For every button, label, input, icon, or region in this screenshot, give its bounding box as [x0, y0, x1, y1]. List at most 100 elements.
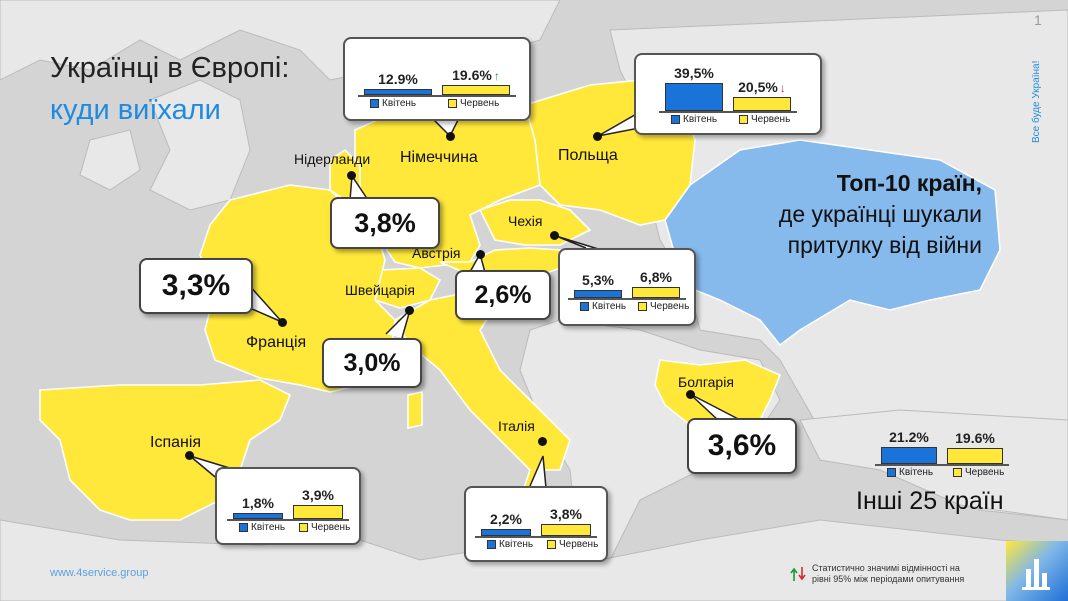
value-germany-april: 12.9% — [378, 71, 418, 87]
legend-swatch-april — [487, 540, 496, 549]
label-germany: Німеччина — [400, 149, 478, 166]
legend-label-april: Квітень — [251, 522, 286, 533]
legend-swatch-april — [671, 115, 680, 124]
bar-germany-june — [442, 85, 510, 95]
bar-spain-april — [233, 513, 283, 519]
legend-swatch-june — [638, 302, 647, 311]
label-czechia: Чехія — [508, 213, 543, 229]
bar-czechia-april — [574, 290, 622, 298]
shape-sardinia — [407, 391, 423, 429]
callout-austria: 2,6% — [455, 270, 551, 320]
page-title: Українці в Європі: — [50, 52, 290, 84]
dot-austria — [476, 250, 485, 259]
legend-label-june: Червень — [965, 467, 1005, 478]
legend-swatch-june — [953, 468, 962, 477]
chart-baseline — [227, 519, 349, 521]
callout-netherlands: 3,8% — [330, 197, 440, 249]
brand-logo — [1006, 541, 1068, 601]
legend-label-april: Квітень — [899, 467, 934, 478]
label-france: Франція — [246, 334, 307, 351]
legend-label-april: Квітень — [683, 114, 718, 125]
callout-france: 3,3% — [139, 258, 253, 314]
dot-france — [278, 318, 287, 327]
legend-june: Червень — [448, 98, 499, 109]
bar-others-june — [947, 448, 1003, 464]
legend-june: Червень — [547, 539, 598, 550]
ukraine-shape — [664, 139, 1001, 347]
bar-others-april — [881, 447, 937, 464]
legend-april: Квітень — [887, 467, 933, 478]
legend-june: Червень — [299, 522, 350, 533]
legend-swatch-april — [580, 302, 589, 311]
value-spain-june: 3,9% — [302, 487, 334, 503]
footer-url[interactable]: www.4service.group — [50, 567, 149, 579]
top10-heading: Топ-10 країн, де українці шукали притулк… — [779, 168, 982, 261]
dot-netherlands — [347, 171, 356, 180]
chart-baseline — [659, 111, 797, 113]
top10-line3: притулку від війни — [787, 232, 982, 258]
value-poland-june: 20,5% ↓ — [738, 79, 786, 95]
legend-label-june: Червень — [751, 114, 791, 125]
value-czechia-june: 6,8% — [640, 269, 672, 285]
legend-swatch-april — [887, 468, 896, 477]
land-ireland — [79, 129, 141, 191]
dot-switzerland — [405, 306, 414, 315]
chart-baseline — [358, 95, 516, 97]
chart-baseline — [875, 464, 1009, 466]
significance-note: Статистично значимі відмінності на рівні… — [812, 563, 964, 585]
bar-spain-june — [293, 505, 343, 519]
callout-bulgaria: 3,6% — [687, 418, 797, 474]
legend-label-june: Червень — [460, 98, 500, 109]
top10-line2: де українці шукали — [778, 201, 982, 227]
bar-italy-june — [541, 524, 591, 536]
callout-switzerland: 3,0% — [322, 338, 422, 388]
legend-april: Квітень — [671, 114, 717, 125]
label-italy: Італія — [498, 418, 535, 434]
bar-italy-april — [481, 529, 531, 536]
chart-baseline — [475, 536, 597, 538]
label-bulgaria: Болгарія — [678, 374, 734, 390]
logo-bars-icon — [1022, 559, 1050, 590]
legend-swatch-april — [239, 523, 248, 532]
legend-label-april: Квітень — [592, 301, 627, 312]
dot-poland — [593, 132, 602, 141]
value-poland-april: 39,5% — [674, 65, 714, 81]
dot-germany — [446, 132, 455, 141]
arrow-up-icon: ↑ — [493, 69, 500, 83]
label-netherlands: Нідерланди — [294, 151, 371, 167]
legend-june: Червень — [953, 467, 1004, 478]
pointer-italy — [529, 455, 547, 489]
chart-czechia: 5,3% Квітень 6,8% Червень — [558, 248, 696, 326]
legend-label-june: Червень — [311, 522, 351, 533]
label-austria: Австрія — [412, 245, 461, 261]
bar-czechia-june — [632, 287, 680, 298]
chart-italy: 2,2% Квітень 3,8% Червень — [464, 486, 608, 562]
dot-spain — [185, 451, 194, 460]
bar-germany-april — [364, 89, 432, 95]
legend-april: Квітень — [580, 301, 626, 312]
legend-june: Червень — [638, 301, 689, 312]
value-czechia-april: 5,3% — [582, 272, 614, 288]
value-germany-june: 19.6% ↑ — [452, 67, 500, 83]
chart-spain: 1,8% Квітень 3,9% Червень — [215, 467, 361, 545]
dot-czechia — [550, 231, 559, 240]
bar-poland-june — [733, 97, 791, 111]
legend-label-june: Червень — [559, 539, 599, 550]
chart-poland: 39,5% Квітень 20,5% ↓ Червень — [634, 53, 822, 135]
legend-april: Квітень — [487, 539, 533, 550]
legend-swatch-june — [547, 540, 556, 549]
others-label: Інші 25 країн — [856, 487, 1004, 515]
shape-czechia — [478, 199, 592, 246]
arrow-down-icon: ↓ — [779, 81, 786, 95]
top10-line1: Топ-10 країн, — [836, 170, 982, 196]
significance-arrows-icon — [790, 567, 806, 581]
value-spain-april: 1,8% — [242, 495, 274, 511]
vertical-slogan: Все буде Україна! — [1031, 60, 1042, 143]
label-poland: Польща — [558, 147, 618, 164]
chart-others: 21.2% Квітень 19.6% Червень — [866, 418, 1018, 480]
value-italy-april: 2,2% — [490, 511, 522, 527]
legend-swatch-june — [739, 115, 748, 124]
page-subtitle: куди виїхали — [50, 94, 221, 126]
value-others-june: 19.6% — [955, 430, 995, 446]
legend-label-june: Червень — [650, 301, 690, 312]
